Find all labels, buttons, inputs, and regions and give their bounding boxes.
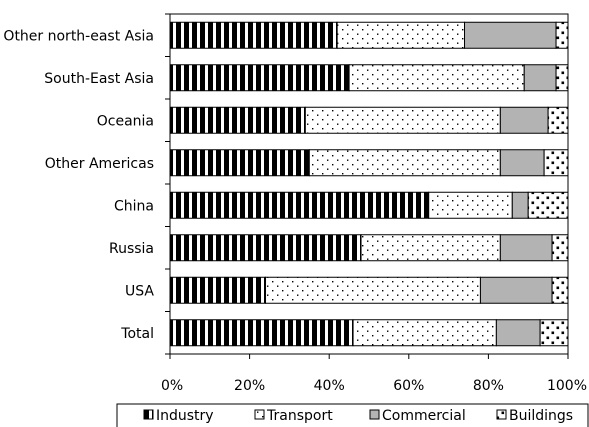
category-label: Other Americas (45, 156, 154, 172)
bar-segment-buildings (551, 276, 569, 304)
bar-segment-industry (169, 234, 362, 262)
x-tick-label: 100% (547, 378, 587, 394)
x-tick-label: 60% (393, 378, 424, 394)
legend-swatch-commercial (369, 409, 380, 420)
bar-segment-commercial (499, 149, 545, 177)
bar-segment-buildings (543, 149, 569, 177)
category-label: Oceania (97, 113, 154, 129)
bar-segment-industry (169, 21, 338, 49)
x-tick-label: 0% (161, 378, 183, 394)
x-tick-label: 80% (473, 378, 504, 394)
bar-segment-commercial (523, 64, 557, 92)
bar-segment-commercial (479, 276, 553, 304)
bar-segment-transport (352, 319, 497, 347)
x-tick-labels: 0% 20% 40% 60% 80% 100% (161, 378, 587, 394)
bar-segment-buildings (527, 191, 569, 219)
bar-segment-industry (169, 191, 430, 219)
category-label: Total (120, 326, 154, 342)
bar-segment-transport (265, 276, 481, 304)
bar-segment-commercial (499, 234, 553, 262)
legend-label-transport: Transport (266, 408, 333, 424)
bar-segment-buildings (555, 64, 569, 92)
legend-box (116, 403, 589, 427)
bar-segment-industry (169, 149, 310, 177)
bar-segment-transport (304, 106, 501, 134)
bars-layer (169, 21, 569, 347)
bar-segment-commercial (495, 319, 541, 347)
bar-segment-transport (428, 191, 513, 219)
legend-label-commercial: Commercial (382, 408, 466, 424)
bar-segment-commercial (464, 21, 557, 49)
bar-segment-commercial (499, 106, 549, 134)
bar-segment-commercial (511, 191, 529, 219)
axes (165, 13, 569, 359)
legend-label-buildings: Buildings (509, 408, 573, 424)
legend-label-industry: Industry (156, 408, 214, 424)
x-tick-label: 40% (314, 378, 345, 394)
bar-segment-transport (348, 64, 525, 92)
bar-segment-transport (308, 149, 501, 177)
category-labels: Other north-east Asia South-East Asia Ocea… (3, 28, 154, 342)
bar-segment-industry (169, 319, 354, 347)
legend: Industry Transport Commercial Buildings (116, 403, 589, 427)
legend-swatch-industry (143, 409, 154, 420)
bar-segment-transport (360, 234, 501, 262)
bar-segment-transport (336, 21, 466, 49)
legend-swatch-buildings (496, 409, 507, 420)
bar-segment-buildings (551, 234, 569, 262)
bar-segment-industry (169, 106, 306, 134)
category-label: South-East Asia (44, 71, 154, 87)
legend-swatch-transport (254, 409, 265, 420)
bar-segment-buildings (539, 319, 569, 347)
category-label: USA (125, 283, 154, 299)
category-label: Other north-east Asia (3, 28, 154, 44)
category-label: China (114, 198, 154, 214)
category-label: Russia (109, 241, 154, 257)
bar-segment-industry (169, 64, 350, 92)
x-tick-label: 20% (234, 378, 265, 394)
bar-segment-industry (169, 276, 267, 304)
bar-segment-buildings (547, 106, 569, 134)
bar-segment-buildings (555, 21, 569, 49)
